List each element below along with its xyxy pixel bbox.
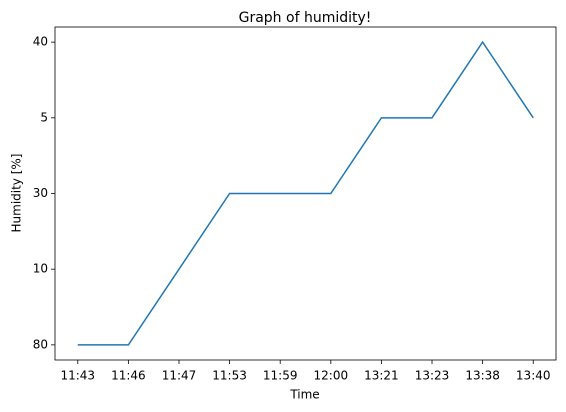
x-tick-label: 13:21 [364,369,399,383]
x-tick-label: 11:46 [111,369,146,383]
line-series [77,40,534,346]
x-tick-label: 13:38 [465,369,500,383]
x-tick-label: 11:43 [60,369,95,383]
x-tick-label: 11:53 [212,369,247,383]
y-tick-label: 40 [33,35,48,49]
x-tick-label: 11:59 [263,369,298,383]
x-tick-label: 12:00 [314,369,349,383]
chart-title: Graph of humidity! [239,10,372,26]
x-axis-label: Time [289,388,319,402]
y-tick-label: 5 [40,110,48,124]
y-axis-label: Humidity [%] [10,154,24,233]
y-tick-label: 80 [33,337,48,351]
x-tick-label: 13:40 [516,369,551,383]
y-tick-label: 10 [33,262,48,276]
x-tick-label: 11:47 [162,369,197,383]
x-tick-label: 13:23 [415,369,450,383]
y-tick-label: 30 [33,186,48,200]
